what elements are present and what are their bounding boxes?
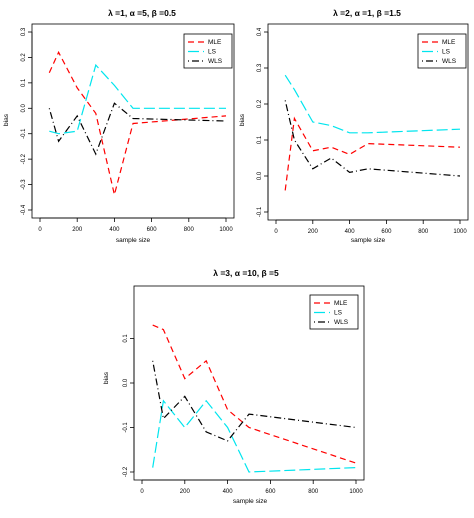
chart-panel-3: λ =3, α =10, β =5 0 200 400 600 800 1000 sample… [103, 268, 365, 505]
y-tick-label: -0.1 [123, 422, 129, 433]
x-tick-label: 600 [147, 227, 158, 233]
series-line-mle [284, 116, 461, 191]
x-tick-label: 400 [109, 227, 120, 233]
x-tick-label: 200 [72, 227, 83, 233]
series-line-ls [152, 399, 357, 473]
y-axis-label: bias [239, 113, 246, 126]
chart-title: λ =1, α =5, β =0.5 [108, 8, 176, 18]
series-line-wls [48, 102, 227, 156]
legend-label-wls: WLS [208, 58, 223, 65]
y-tick-label: 0.1 [123, 334, 129, 343]
x-tick-label: 600 [381, 229, 392, 235]
y-tick-label: 0.1 [257, 135, 263, 144]
x-axis-label: sample size [116, 237, 151, 244]
y-tick-label: 0.3 [21, 27, 27, 36]
legend-label-mle: MLE [334, 300, 348, 307]
legend: MLE LS WLS [183, 33, 233, 69]
y-tick-label: 0.0 [21, 103, 27, 112]
y-tick-label: -0.3 [21, 179, 27, 190]
y-tick-label: 0.2 [21, 53, 27, 62]
y-tick-label: 0.0 [257, 171, 263, 180]
x-tick-label: 0 [274, 229, 278, 235]
legend-label-mle: MLE [442, 39, 456, 46]
series-line-wls [284, 100, 461, 177]
y-tick-label: 0.1 [21, 78, 27, 87]
legend-label-wls: WLS [442, 58, 457, 65]
x-tick-label: 400 [345, 229, 356, 235]
y-tick-label: 0.2 [257, 99, 263, 108]
series-line-mle [48, 50, 227, 195]
series-line-mle [152, 324, 357, 464]
x-tick-label: 600 [265, 489, 276, 495]
y-tick-label: 0.0 [123, 378, 129, 387]
series-line-ls [49, 63, 226, 135]
chart-title: λ =2, α =1, β =1.5 [333, 8, 401, 18]
y-tick-label: -0.4 [21, 204, 27, 215]
x-tick-label: 1000 [349, 489, 363, 495]
x-axis: 0 200 400 600 800 1000 [274, 219, 467, 235]
y-axis: -0.2 -0.1 0.0 0.1 [123, 334, 135, 477]
legend-label-ls: LS [208, 49, 217, 56]
legend-label-mle: MLE [208, 39, 222, 46]
x-axis: 0 200 400 600 800 1000 [38, 217, 233, 233]
chart-title: λ =3, α =10, β =5 [213, 268, 279, 278]
x-tick-label: 0 [140, 489, 144, 495]
x-tick-label: 400 [223, 489, 234, 495]
y-tick-label: -0.1 [257, 206, 263, 217]
y-tick-label: 0.4 [257, 27, 263, 36]
x-tick-label: 800 [308, 489, 319, 495]
y-tick-label: 0.3 [257, 63, 263, 72]
x-axis-label: sample size [233, 498, 268, 505]
x-tick-label: 800 [418, 229, 429, 235]
legend-label-ls: LS [442, 49, 451, 56]
x-tick-label: 1000 [453, 229, 467, 235]
x-tick-label: 0 [38, 227, 42, 233]
chart-panel-2: λ =2, α =1, β =1.5 0 200 400 600 800 1000 sampl… [239, 8, 469, 244]
x-tick-label: 200 [308, 229, 319, 235]
y-axis: -0.4 -0.3 -0.2 -0.1 0.0 0.1 0.2 0.3 [21, 27, 33, 215]
y-axis-label: bias [103, 371, 110, 384]
x-tick-label: 200 [180, 489, 191, 495]
chart-panel-1: λ =1, α =5, β =0.5 0 200 400 600 800 1000 sampl… [3, 8, 235, 244]
y-axis-label: bias [3, 113, 10, 126]
legend: MLE LS WLS [309, 294, 359, 330]
legend-label-wls: WLS [334, 319, 349, 326]
y-tick-label: -0.2 [123, 466, 129, 477]
y-axis: -0.1 0.0 0.1 0.2 0.3 0.4 [257, 27, 269, 217]
x-tick-label: 800 [184, 227, 195, 233]
legend-label-ls: LS [334, 310, 343, 317]
x-axis: 0 200 400 600 800 1000 [140, 479, 363, 495]
legend: MLE LS WLS [417, 33, 467, 69]
series-line-wls [152, 360, 357, 442]
x-axis-label: sample size [351, 237, 386, 244]
y-tick-label: -0.1 [21, 128, 27, 139]
x-tick-label: 1000 [219, 227, 233, 233]
series-line-ls [284, 74, 461, 134]
y-tick-label: -0.2 [21, 153, 27, 164]
